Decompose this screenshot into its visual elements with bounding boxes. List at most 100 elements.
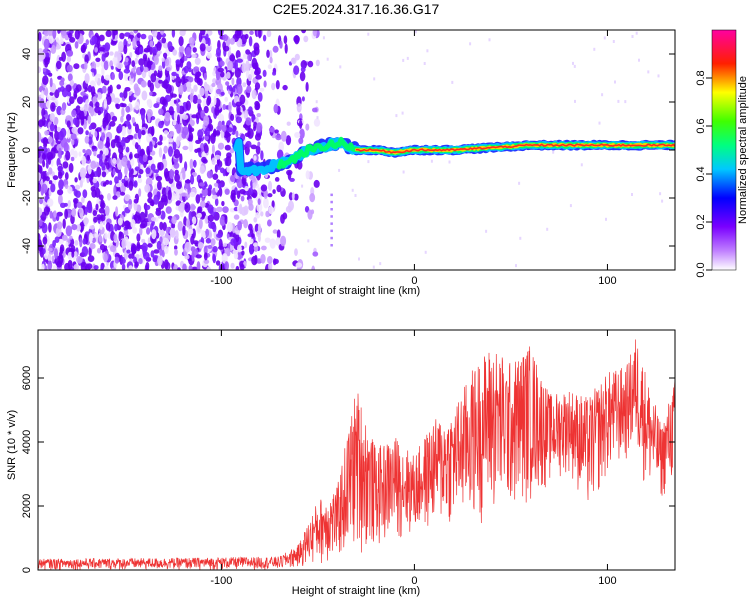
noise-cell: [82, 238, 87, 245]
noise-cell: [203, 72, 207, 81]
noise-cell: [38, 119, 44, 128]
noise-cell: [42, 159, 46, 168]
noise-cell: [146, 227, 151, 235]
noise-speck: [414, 30, 417, 34]
noise-cell: [294, 53, 300, 61]
noise-cell: [254, 82, 261, 90]
noise-cell: [203, 144, 209, 154]
noise-cell: [169, 130, 175, 137]
noise-cell: [210, 133, 216, 144]
noise-cell: [193, 66, 200, 73]
noise-speck: [605, 217, 607, 221]
noise-cell: [115, 206, 119, 217]
noise-cell: [260, 184, 268, 192]
noise-cell: [206, 97, 211, 107]
noise-cell: [134, 261, 139, 268]
noise-cell: [307, 60, 314, 68]
noise-cell: [192, 216, 197, 225]
noise-cell: [38, 105, 41, 116]
noise-cell: [152, 255, 159, 260]
noise-cell: [218, 245, 224, 250]
noise-cell: [192, 159, 197, 168]
noise-cell: [248, 243, 254, 255]
noise-cell: [299, 71, 306, 82]
noise-cell: [189, 119, 195, 127]
noise-cell: [52, 240, 56, 248]
noise-cell: [177, 114, 180, 125]
noise-cell: [70, 156, 75, 162]
noise-cell: [257, 141, 261, 147]
noise-cell: [42, 137, 48, 146]
noise-cell: [112, 57, 117, 65]
noise-cell: [305, 123, 310, 131]
signal-trace: [355, 143, 675, 154]
noise-cell: [261, 245, 267, 251]
noise-speck: [515, 264, 517, 268]
noise-cell: [121, 125, 127, 137]
noise-cell: [142, 53, 148, 62]
noise-speck: [546, 227, 549, 231]
colorbar-tick-label: 0.8: [695, 70, 707, 85]
snr-line: [38, 339, 675, 570]
noise-cell: [228, 84, 233, 92]
noise-cell: [99, 221, 103, 231]
noise-cell: [200, 66, 207, 73]
noise-cell: [103, 265, 109, 270]
noise-cell: [170, 186, 177, 192]
noise-cell: [217, 67, 224, 73]
noise-cell: [243, 205, 249, 215]
noise-cell: [133, 198, 139, 204]
noise-cell: [247, 53, 252, 62]
noise-cell: [171, 30, 176, 38]
noise-cell: [162, 237, 170, 246]
noise-cell: [91, 35, 98, 45]
noise-cell: [99, 244, 106, 251]
noise-cell: [313, 118, 321, 127]
noise-cell: [189, 92, 194, 103]
noise-cell: [120, 115, 124, 123]
noise-cell: [82, 95, 89, 100]
noise-cell: [38, 207, 43, 217]
noise-cell: [196, 261, 201, 270]
noise-cell: [212, 173, 219, 180]
noise-cell: [215, 260, 221, 266]
noise-cell: [226, 127, 233, 133]
noise-cell: [211, 82, 216, 88]
noise-cell: [151, 229, 157, 240]
noise-cell: [139, 211, 146, 223]
noise-cell: [174, 169, 179, 175]
noise-speck: [402, 58, 405, 62]
noise-cell: [113, 97, 121, 104]
spectrogram-plot: -100 0 100 -40 -20 0 20 40: [21, 29, 676, 287]
noise-cell: [39, 198, 43, 205]
noise-cell: [78, 151, 82, 157]
noise-cell: [156, 50, 162, 55]
noise-cell: [71, 126, 78, 134]
noise-cell: [42, 75, 49, 86]
noise-cell: [219, 60, 225, 67]
noise-cell: [161, 57, 165, 62]
noise-cell: [182, 169, 186, 180]
noise-cell: [58, 193, 63, 205]
noise-cell: [38, 172, 41, 182]
noise-cell: [268, 262, 273, 270]
noise-cell: [130, 219, 136, 229]
noise-cell: [276, 229, 281, 239]
noise-cell: [174, 173, 181, 183]
noise-cell: [217, 30, 224, 36]
noise-cell: [226, 221, 233, 233]
y-tick-label: 20: [21, 96, 33, 108]
noise-speck: [451, 80, 454, 84]
noise-cell: [42, 67, 47, 72]
noise-cell: [47, 260, 53, 270]
noise-speck: [339, 65, 342, 69]
noise-cell: [136, 32, 141, 39]
noise-cell: [88, 125, 93, 130]
noise-cell: [71, 251, 75, 258]
noise-cell: [156, 240, 162, 250]
noise-cell: [49, 210, 53, 219]
noise-cell: [291, 192, 295, 201]
noise-cell: [211, 144, 215, 154]
noise-cell: [165, 84, 172, 94]
noise-cell: [85, 39, 90, 46]
